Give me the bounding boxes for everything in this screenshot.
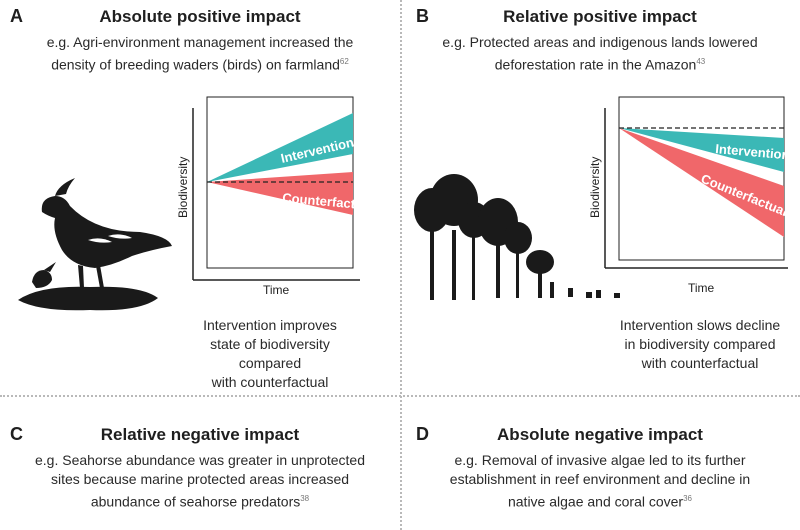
panel-letter: C bbox=[10, 424, 23, 444]
panel-title: Relative positive impact bbox=[503, 7, 697, 26]
panel-description: e.g. Removal of invasive algae led to it… bbox=[400, 451, 800, 512]
y-axis-label: Biodiversity bbox=[588, 157, 602, 218]
horizontal-divider bbox=[0, 395, 800, 397]
reference-number: 38 bbox=[300, 494, 310, 503]
caption-line: with counterfactual bbox=[211, 374, 329, 390]
panel-letter: B bbox=[416, 6, 429, 26]
bird-wing-pattern bbox=[88, 234, 132, 243]
panel-title: Relative negative impact bbox=[100, 425, 300, 444]
description-line: e.g. Removal of invasive algae led to it… bbox=[454, 452, 746, 468]
x-axis-label: Time bbox=[263, 283, 290, 297]
description-line: abundance of seahorse predators bbox=[90, 493, 301, 510]
description-line: deforestation rate in the Amazon bbox=[494, 56, 697, 73]
panel-title: Absolute positive impact bbox=[99, 7, 301, 26]
counterfactual-label: Counterfactual bbox=[282, 190, 375, 213]
description-line: native algae and coral cover bbox=[507, 493, 684, 510]
axes bbox=[604, 108, 788, 269]
chart-a: Intervention Counterfactual Biodiversity… bbox=[18, 96, 375, 311]
panel-title: Absolute negative impact bbox=[497, 425, 703, 444]
reference-number: 36 bbox=[683, 494, 692, 503]
intervention-area bbox=[207, 113, 353, 182]
panel-description: e.g. Agri-environment management increas… bbox=[0, 33, 400, 75]
intervention-label: Intervention bbox=[715, 141, 790, 162]
description-line: density of breeding waders (birds) on fa… bbox=[51, 56, 340, 73]
panel-description: e.g. Seahorse abundance was greater in u… bbox=[0, 451, 400, 512]
description-line: establishment in reef environment and de… bbox=[449, 471, 751, 487]
caption-line: Intervention improves bbox=[203, 317, 337, 333]
panel-caption: Intervention slows decline in biodiversi… bbox=[600, 316, 800, 373]
panel-description: e.g. Protected areas and indigenous land… bbox=[400, 33, 800, 75]
counterfactual-area bbox=[619, 128, 784, 237]
reference-number: 62 bbox=[339, 57, 349, 66]
caption-line: Intervention slows decline bbox=[619, 317, 781, 333]
caption-line: state of biodiversity compared bbox=[210, 336, 330, 371]
caption-line: in biodiversity compared bbox=[624, 336, 776, 352]
counterfactual-area bbox=[207, 172, 353, 215]
x-axis-label: Time bbox=[688, 281, 715, 295]
chart-b: Intervention Counterfactual Biodiversity… bbox=[414, 96, 790, 300]
bird-icon bbox=[18, 178, 172, 311]
panel-caption: Intervention improves state of biodivers… bbox=[180, 316, 360, 392]
caption-line: with counterfactual bbox=[641, 355, 759, 371]
trees-icon bbox=[414, 174, 620, 300]
plot-frame bbox=[618, 96, 785, 261]
description-line: e.g. Seahorse abundance was greater in u… bbox=[34, 452, 365, 468]
y-axis-label: Biodiversity bbox=[176, 157, 190, 218]
axes bbox=[192, 108, 360, 281]
reference-number: 43 bbox=[696, 57, 706, 66]
vertical-divider bbox=[400, 0, 402, 530]
description-line: e.g. Protected areas and indigenous land… bbox=[442, 34, 758, 50]
description-line: sites because marine protected areas inc… bbox=[50, 471, 350, 487]
panel-letter: A bbox=[10, 6, 23, 26]
description-line: e.g. Agri-environment management increas… bbox=[46, 34, 354, 50]
intervention-area bbox=[619, 128, 784, 172]
panel-letter: D bbox=[416, 424, 429, 444]
